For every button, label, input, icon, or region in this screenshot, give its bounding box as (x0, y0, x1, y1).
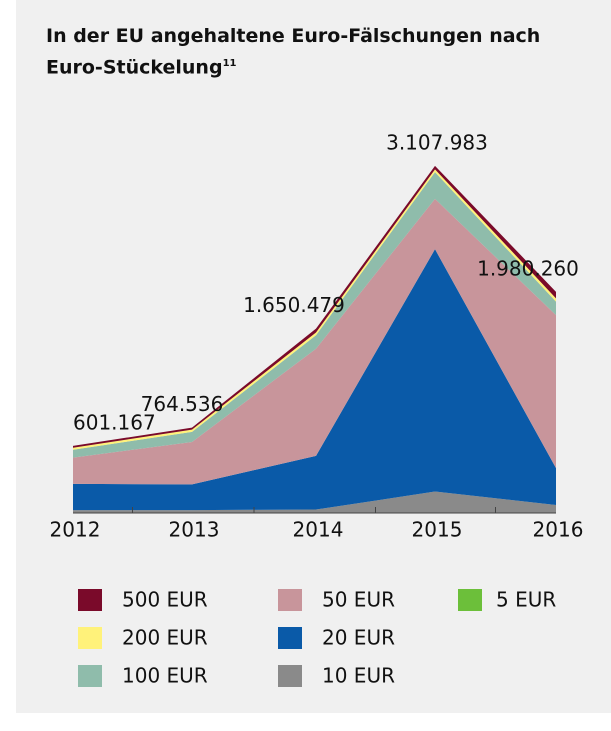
legend-label: 5 EUR (496, 588, 556, 612)
footnote: 11 (222, 58, 237, 69)
x-tick-label: 2013 (169, 518, 220, 542)
legend-label: 10 EUR (322, 664, 395, 688)
area (73, 249, 556, 511)
legend-label: 100 EUR (122, 664, 208, 688)
x-tick-label: 2016 (533, 518, 584, 542)
area (73, 198, 556, 485)
legend-swatch (278, 627, 302, 649)
legend-swatch (278, 589, 302, 611)
total-label: 601.167 (73, 410, 156, 434)
legend-swatch (78, 627, 102, 649)
chart-title: In der EU angehaltene Euro-Fälschungen n… (46, 22, 586, 81)
x-tick-label: 2015 (412, 518, 463, 542)
legend-label: 500 EUR (122, 588, 208, 612)
legend-swatch (78, 589, 102, 611)
area (73, 491, 556, 513)
total-label: 1.650.479 (243, 293, 345, 317)
x-tick-label: 2012 (50, 518, 101, 542)
legend-swatch (278, 665, 302, 687)
legend-label: 20 EUR (322, 626, 395, 650)
legend-label: 200 EUR (122, 626, 208, 650)
total-label: 764.536 (141, 392, 224, 416)
legend-label: 50 EUR (322, 588, 395, 612)
legend-swatch (78, 665, 102, 687)
total-label: 1.980.260 (477, 256, 579, 280)
legend-swatch (458, 589, 482, 611)
total-label: 3.107.983 (386, 130, 488, 154)
title-text: In der EU angehaltene Euro-Fälschungen n… (46, 25, 541, 79)
x-tick-label: 2014 (293, 518, 344, 542)
